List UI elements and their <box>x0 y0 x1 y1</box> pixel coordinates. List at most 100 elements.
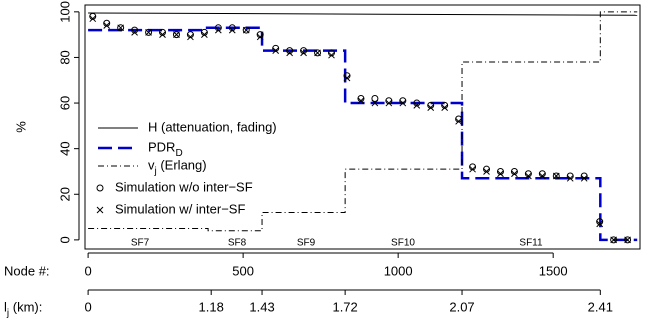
sf-label: SF7 <box>131 238 150 249</box>
sim-cross <box>159 31 166 38</box>
y-tick-label: 60 <box>57 96 72 110</box>
sim-cross <box>173 31 180 38</box>
sim-cross <box>371 99 379 107</box>
x2-tick-label: 2.07 <box>449 299 474 314</box>
sim-point <box>103 19 111 27</box>
sf-label: SF11 <box>519 238 543 249</box>
sim-cross <box>427 104 435 111</box>
sim-point <box>455 115 463 123</box>
sim-point <box>314 49 322 57</box>
sim-cross <box>624 236 631 244</box>
sim-cross <box>300 49 307 57</box>
sim-point <box>371 94 379 102</box>
sim-cross <box>103 22 111 29</box>
y-axis-label: % <box>13 121 28 133</box>
sim-point <box>159 28 167 36</box>
legend-label: PDRD <box>148 139 183 159</box>
sim-cross <box>511 170 518 178</box>
sim-point <box>272 44 280 52</box>
sf-label: SF8 <box>228 238 247 249</box>
sim-cross <box>201 31 208 38</box>
sim-cross <box>469 165 476 173</box>
x2-tick-label: 2.41 <box>588 299 613 314</box>
x2-tick-label: 1.43 <box>249 299 274 314</box>
sim-cross <box>286 49 293 57</box>
series-line <box>88 11 638 232</box>
sim-point <box>385 97 393 105</box>
sim-point <box>131 26 139 34</box>
sim-cross <box>131 29 138 36</box>
sim-point <box>145 28 153 36</box>
legend-marker <box>96 184 104 192</box>
sim-point <box>538 170 546 178</box>
sim-cross <box>242 26 250 34</box>
x-tick-label: 0 <box>84 263 91 278</box>
sim-point <box>566 172 574 180</box>
legend-label: Simulation w/ inter−SF <box>115 201 245 216</box>
sim-point <box>186 31 194 39</box>
sim-point <box>357 94 365 102</box>
y-tick-label: 80 <box>57 50 72 64</box>
sim-point <box>496 167 504 175</box>
x2-axis-label: lj (km): <box>4 299 42 319</box>
sim-point <box>441 101 449 109</box>
sim-cross <box>385 99 393 107</box>
x2-tick-label: 1.72 <box>332 299 357 314</box>
sim-cross <box>552 172 560 180</box>
sim-point <box>300 47 308 55</box>
sim-cross <box>483 168 490 175</box>
sim-cross <box>580 174 588 182</box>
sim-point <box>399 97 407 105</box>
sim-point <box>200 28 208 36</box>
sim-cross <box>328 51 335 59</box>
y-tick-label: 0 <box>57 236 72 243</box>
x-tick-label: 1500 <box>539 263 568 278</box>
legend-label: H (attenuation, fading) <box>148 119 277 134</box>
sf-label: SF10 <box>391 238 415 249</box>
legend-label: vj (Erlang) <box>148 157 207 177</box>
sim-point <box>214 24 222 32</box>
x2-tick-label: 0 <box>84 299 91 314</box>
sim-cross <box>228 26 236 34</box>
sim-point <box>242 26 250 34</box>
x-axis-label: Node #: <box>4 263 50 278</box>
sim-point <box>469 163 477 171</box>
sim-cross <box>455 117 462 125</box>
sim-cross <box>596 220 604 228</box>
sim-cross <box>441 104 449 111</box>
series-line <box>88 26 638 242</box>
sim-point <box>256 31 264 39</box>
y-tick-label: 100 <box>57 1 72 23</box>
sim-cross <box>117 24 125 32</box>
sim-point <box>286 47 294 55</box>
y-tick-label: 20 <box>57 187 72 201</box>
sim-point <box>610 236 618 244</box>
sim-cross <box>145 29 152 36</box>
sim-cross <box>272 47 280 54</box>
sim-point <box>427 101 435 109</box>
sim-point <box>483 165 491 173</box>
sim-cross <box>256 33 264 41</box>
legend-label: Simulation w/o inter−SF <box>115 179 253 194</box>
sim-cross <box>343 74 351 82</box>
sim-point <box>624 236 632 244</box>
sim-point <box>524 170 532 178</box>
sim-cross <box>89 15 97 23</box>
series-line <box>88 12 638 16</box>
sim-point <box>510 167 518 175</box>
sim-point <box>413 99 421 107</box>
sim-cross <box>566 174 574 182</box>
legend-marker <box>96 206 104 214</box>
sim-cross <box>413 101 421 109</box>
sim-cross <box>610 236 617 244</box>
sim-cross <box>187 33 194 41</box>
sim-point <box>552 172 560 180</box>
sim-cross <box>497 170 504 178</box>
y-tick-label: 40 <box>57 141 72 155</box>
sim-point <box>89 12 97 20</box>
x2-tick-label: 1.18 <box>199 299 224 314</box>
sim-point <box>117 24 125 32</box>
sf-label: SF9 <box>297 238 316 249</box>
sim-cross <box>525 172 532 180</box>
